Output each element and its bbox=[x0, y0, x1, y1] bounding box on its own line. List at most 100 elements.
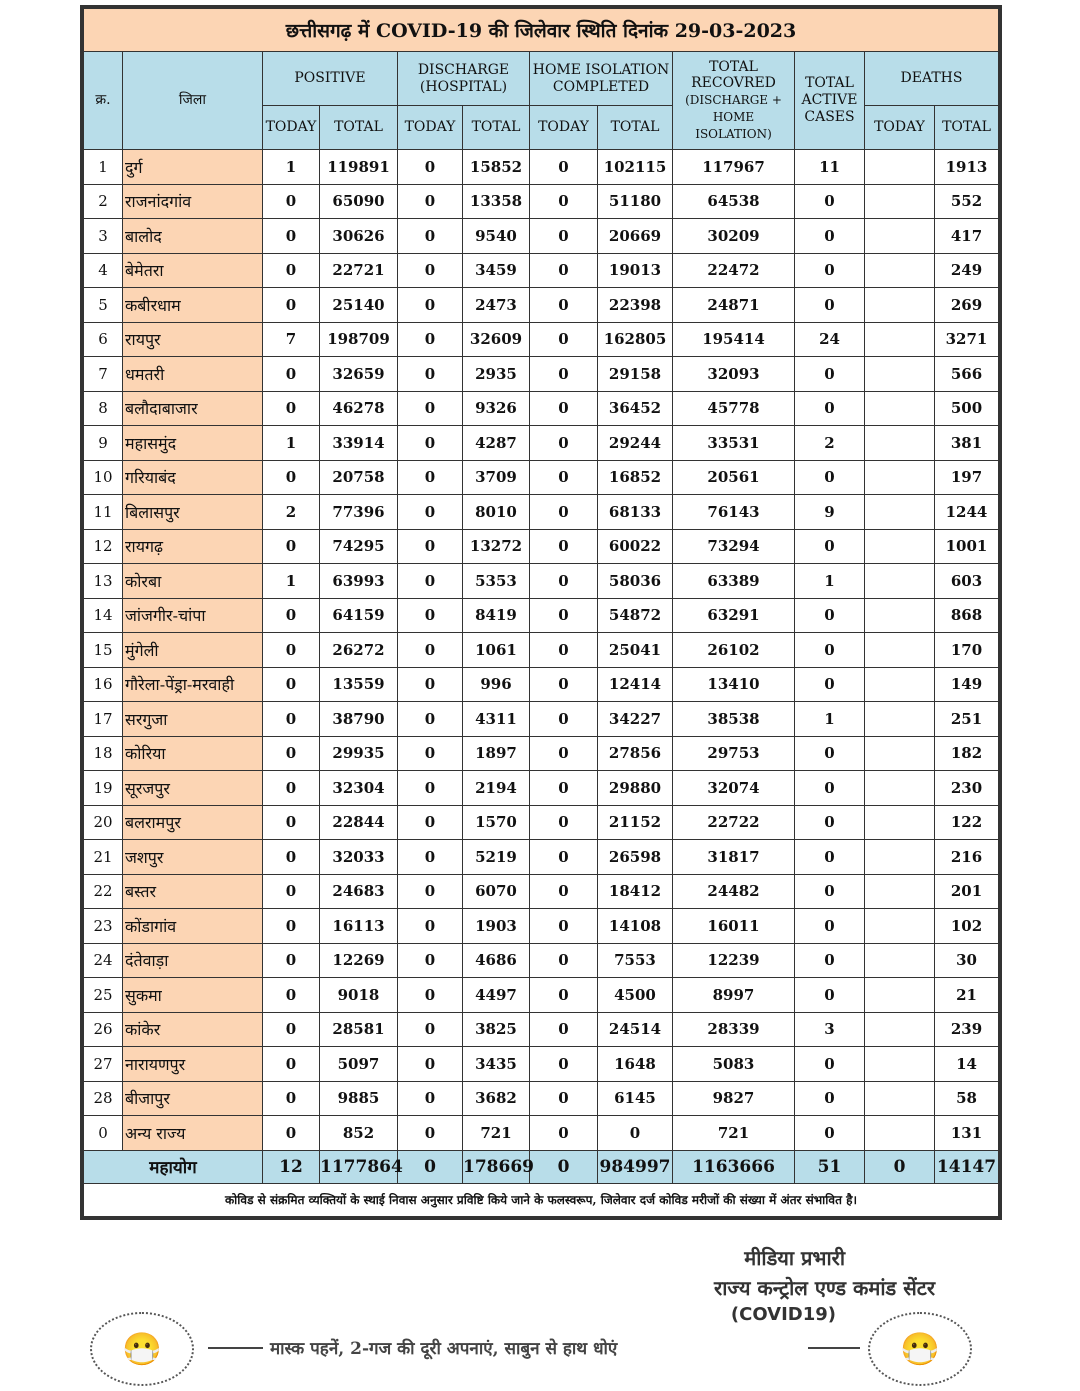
cell-value: 12239 bbox=[672, 942, 795, 978]
cell-value: 1648 bbox=[597, 1046, 673, 1082]
cell-value: 0 bbox=[262, 873, 320, 909]
cell-value: 0 bbox=[397, 977, 463, 1013]
cell-value: 566 bbox=[934, 356, 999, 392]
district-name: बलौदाबाजार bbox=[122, 390, 263, 426]
cell-value: 0 bbox=[794, 459, 865, 495]
cell-value: 22472 bbox=[672, 252, 795, 288]
cell-value: 25041 bbox=[597, 632, 673, 668]
cell-value bbox=[864, 459, 935, 495]
cell-value: 54872 bbox=[597, 597, 673, 633]
cell-value: 9326 bbox=[462, 390, 530, 426]
cell-value: 417 bbox=[934, 218, 999, 254]
table-row: 26 कांकेर 0 28581 0 3825 0 24514 28339 3 239 bbox=[83, 1011, 999, 1047]
cell-value: 0 bbox=[262, 597, 320, 633]
cell-value: 26272 bbox=[319, 632, 398, 668]
cell-value: 74295 bbox=[319, 528, 398, 564]
header-sr: क्र. bbox=[83, 51, 123, 150]
cell-value: 0 bbox=[397, 287, 463, 323]
district-name: गरियाबंद bbox=[122, 459, 263, 495]
cell-value: 63291 bbox=[672, 597, 795, 633]
cell-value: 21152 bbox=[597, 804, 673, 840]
district-name: बलरामपुर bbox=[122, 804, 263, 840]
cell-value bbox=[864, 1115, 935, 1151]
cell-value: 64159 bbox=[319, 597, 398, 633]
district-name: बस्तर bbox=[122, 873, 263, 909]
cell-value: 198709 bbox=[319, 321, 398, 357]
table-row: 28 बीजापुर 0 9885 0 3682 0 6145 9827 0 58 bbox=[83, 1080, 999, 1116]
cell-value bbox=[864, 942, 935, 978]
cell-value: 9 bbox=[794, 494, 865, 530]
cell-value: 32074 bbox=[672, 770, 795, 806]
sub-today: TODAY bbox=[262, 105, 320, 150]
cell-value: 76143 bbox=[672, 494, 795, 530]
cell-value: 0 bbox=[529, 839, 598, 875]
serial-number: 3 bbox=[83, 218, 123, 254]
slogan: मास्क पहनें, 2-गज की दूरी अपनाएं, साबुन … bbox=[270, 1339, 618, 1359]
district-name: कोंडागांव bbox=[122, 908, 263, 944]
cell-value: 5083 bbox=[672, 1046, 795, 1082]
cell-value bbox=[864, 494, 935, 530]
cell-value: 0 bbox=[794, 770, 865, 806]
sub-total: TOTAL bbox=[597, 105, 673, 150]
cell-value: 6145 bbox=[597, 1080, 673, 1116]
cell-value bbox=[864, 321, 935, 357]
cell-value: 64538 bbox=[672, 183, 795, 219]
cell-value: 603 bbox=[934, 563, 999, 599]
table-row: 20 बलरामपुर 0 22844 0 1570 0 21152 22722 0 122 bbox=[83, 804, 999, 840]
cell-value bbox=[864, 977, 935, 1013]
cell-value: 45778 bbox=[672, 390, 795, 426]
cell-value: 24871 bbox=[672, 287, 795, 323]
cell-value: 2 bbox=[262, 494, 320, 530]
table-row: 5 कबीरधाम 0 25140 0 2473 0 22398 24871 0 269 bbox=[83, 287, 999, 323]
cell-value: 0 bbox=[397, 839, 463, 875]
cell-value: 721 bbox=[672, 1115, 795, 1151]
cell-value: 1 bbox=[262, 149, 320, 185]
cell-value: 26102 bbox=[672, 632, 795, 668]
cell-value: 0 bbox=[794, 597, 865, 633]
cell-value: 0 bbox=[397, 252, 463, 288]
cell-value: 4500 bbox=[597, 977, 673, 1013]
cell-value bbox=[864, 287, 935, 323]
cell-value: 0 bbox=[794, 873, 865, 909]
cell-value: 2473 bbox=[462, 287, 530, 323]
district-name: जशपुर bbox=[122, 839, 263, 875]
cell-value: 0 bbox=[397, 701, 463, 737]
cell-value: 0 bbox=[794, 839, 865, 875]
cell-value: 0 bbox=[529, 666, 598, 702]
cell-value: 32093 bbox=[672, 356, 795, 392]
cell-value: 16011 bbox=[672, 908, 795, 944]
cell-value: 0 bbox=[529, 528, 598, 564]
serial-number: 14 bbox=[83, 597, 123, 633]
cell-value: 0 bbox=[794, 908, 865, 944]
cell-value bbox=[864, 597, 935, 633]
covid-label: (COVID19) bbox=[730, 1304, 836, 1325]
cell-value: 29158 bbox=[597, 356, 673, 392]
cell-value: 14 bbox=[934, 1046, 999, 1082]
cell-value: 0 bbox=[397, 390, 463, 426]
cell-value: 4497 bbox=[462, 977, 530, 1013]
cell-value: 8010 bbox=[462, 494, 530, 530]
cell-value: 12269 bbox=[319, 942, 398, 978]
cell-value: 868 bbox=[934, 597, 999, 633]
cell-value: 0 bbox=[529, 804, 598, 840]
serial-number: 7 bbox=[83, 356, 123, 392]
total-value: 1177864 bbox=[319, 1149, 403, 1184]
cell-value: 5219 bbox=[462, 839, 530, 875]
cell-value: 3825 bbox=[462, 1011, 530, 1047]
cell-value: 22722 bbox=[672, 804, 795, 840]
cell-value: 0 bbox=[529, 1115, 598, 1151]
cell-value: 0 bbox=[397, 770, 463, 806]
cell-value: 552 bbox=[934, 183, 999, 219]
cell-value: 9540 bbox=[462, 218, 530, 254]
sub-total: TOTAL bbox=[462, 105, 530, 150]
total-value: 51 bbox=[794, 1149, 865, 1184]
table-title: छत्तीसगढ़ में COVID-19 की जिलेवार स्थिति… bbox=[83, 8, 999, 52]
cell-value: 11 bbox=[794, 149, 865, 185]
table-row: 12 रायगढ़ 0 74295 0 13272 0 60022 73294 0 1001 bbox=[83, 528, 999, 564]
covid-district-table: छत्तीसगढ़ में COVID-19 की जिलेवार स्थिति… bbox=[80, 5, 1002, 1220]
cell-value: 0 bbox=[529, 735, 598, 771]
cell-value: 1903 bbox=[462, 908, 530, 944]
cell-value bbox=[864, 218, 935, 254]
cell-value: 182 bbox=[934, 735, 999, 771]
cell-value: 131 bbox=[934, 1115, 999, 1151]
